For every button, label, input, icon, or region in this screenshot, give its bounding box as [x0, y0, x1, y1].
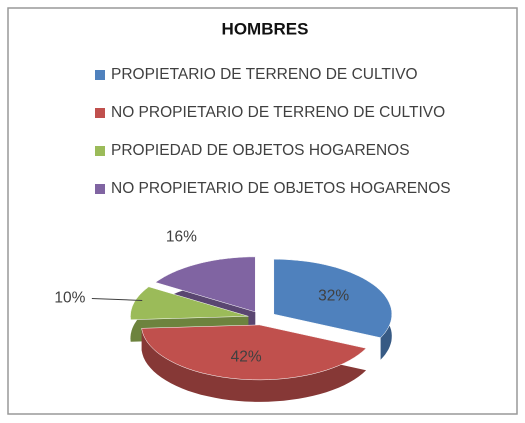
data-label: 16%	[166, 228, 197, 245]
leader-line	[91, 297, 143, 301]
slice	[141, 324, 367, 381]
data-label: 32%	[318, 288, 349, 305]
slice	[155, 256, 256, 313]
legend-label: PROPIEDAD DE OBJETOS HOGARENOS	[111, 142, 410, 159]
legend-swatch	[95, 184, 105, 194]
chart-title: HOMBRES	[222, 19, 309, 38]
slice	[130, 286, 249, 320]
slice	[273, 258, 393, 338]
data-label: 10%	[54, 290, 85, 307]
legend-swatch	[95, 146, 105, 156]
legend-label: NO PROPIETARIO DE OBJETOS HOGARENOS	[111, 180, 451, 197]
legend-swatch	[95, 108, 105, 118]
data-label: 42%	[231, 348, 262, 365]
legend-label: PROPIETARIO DE TERRENO DE CULTIVO	[111, 66, 418, 83]
legend-label: NO PROPIETARIO DE TERRENO DE CULTIVO	[111, 104, 445, 121]
legend-swatch	[95, 70, 105, 80]
